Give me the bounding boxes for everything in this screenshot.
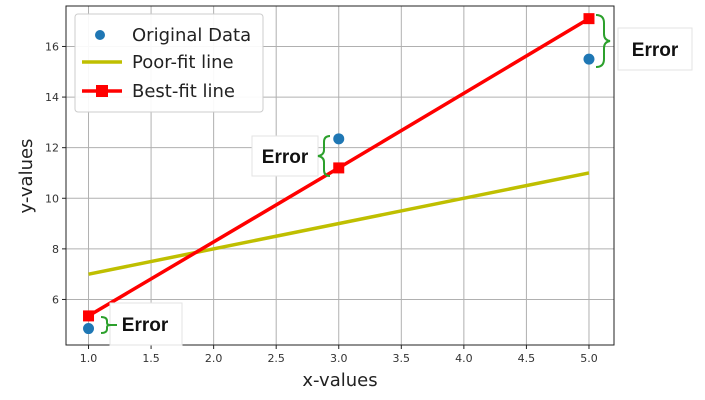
error-label-middle: Error [262,147,309,168]
x-tick-label: 1.0 [80,352,98,365]
x-tick-label: 1.5 [142,352,160,365]
x-tick-label: 4.5 [518,352,536,365]
legend-box [74,13,264,113]
y-ticks: 6 8 10 12 14 16 [45,40,66,306]
original-data-point [333,133,345,145]
x-tick-label: 2.0 [205,352,223,365]
best-fit-point [333,162,345,174]
legend-original-data-marker [95,30,105,40]
y-tick-label: 14 [45,91,59,104]
error-label-box-middle [251,135,319,177]
y-tick-label: 8 [52,243,59,256]
x-tick-label: 3.5 [393,352,411,365]
legend-poor-fit-line-label: Poor-fit line [132,52,234,73]
x-tick-label: 5.0 [580,352,598,365]
error-label-bottom: Error [122,315,169,336]
legend-best-fit-line-label: Best-fit line [132,81,235,102]
y-tick-label: 10 [45,192,59,205]
error-brace-right-icon [595,14,611,68]
x-tick-label: 4.0 [455,352,473,365]
annotations: Error Error Error [100,14,693,346]
original-data-point [583,53,595,65]
error-label-box-top [617,27,693,71]
legend-best-fit-line-marker [96,85,108,97]
error-label-box-bottom [109,302,183,346]
y-tick-label: 16 [45,40,59,53]
x-tick-label: 3.0 [330,352,348,365]
legend-original-data-label: Original Data [132,25,251,46]
best-fit-point [83,310,95,322]
y-axis-label: y-values [16,139,37,214]
original-data-point [83,323,95,335]
legend: Original Data Poor-fit line Best-fit lin… [74,13,264,113]
error-brace-middle-icon [317,135,331,177]
series-layer [83,13,595,335]
x-axis-label: x-values [302,370,377,391]
poor-fit-line [88,171,590,276]
y-tick-label: 6 [52,293,59,306]
y-tick-label: 12 [45,142,59,155]
x-tick-label: 2.5 [267,352,285,365]
best-fit-point [583,13,595,25]
error-label-top: Error [632,40,679,61]
x-ticks: 1.0 1.5 2.0 2.5 3.0 3.5 4.0 4.5 5.0 [80,345,598,365]
plot-frame [65,5,615,346]
